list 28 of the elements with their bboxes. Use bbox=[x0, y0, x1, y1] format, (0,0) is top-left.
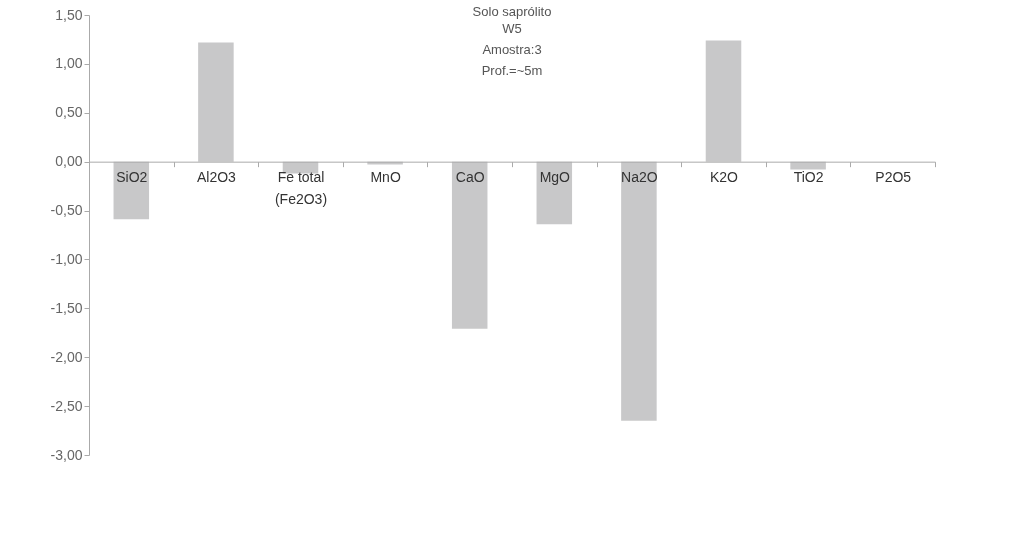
annotation: Prof.=~5m bbox=[481, 63, 543, 78]
annotation: W5 bbox=[502, 21, 522, 36]
bar bbox=[705, 40, 742, 162]
y-tick-label: 0,50 bbox=[55, 104, 83, 121]
bar bbox=[451, 161, 488, 329]
bar bbox=[198, 42, 234, 162]
x-tick-label: Na2O bbox=[621, 169, 658, 186]
x-tick-label: Al2O3 bbox=[196, 169, 237, 186]
x-tick-label: MgO bbox=[539, 169, 571, 186]
x-tick-label: SiO2 bbox=[116, 169, 148, 186]
x-tick-label: K2O bbox=[709, 169, 739, 186]
annotation: Amostra:3 bbox=[482, 42, 542, 57]
x-tick-label: P2O5 bbox=[875, 169, 912, 186]
y-tick-label: -0,50 bbox=[50, 202, 83, 219]
chart-title: Solo saprólito bbox=[472, 4, 552, 19]
y-tick-label: 1,50 bbox=[55, 6, 83, 23]
y-tick-label: -3,00 bbox=[50, 446, 83, 463]
y-tick-label: -2,00 bbox=[50, 348, 83, 365]
x-tick-label: MnO bbox=[370, 169, 401, 186]
y-tick-label: -1,00 bbox=[50, 250, 83, 267]
y-tick-label: 1,00 bbox=[55, 55, 83, 72]
y-tick-label: -2,50 bbox=[50, 397, 83, 414]
x-tick-label: TiO2 bbox=[793, 169, 824, 186]
y-tick-label: 0,00 bbox=[55, 153, 83, 170]
x-tick-label: Fe total (Fe2O3) bbox=[274, 169, 328, 208]
y-tick-label: -1,50 bbox=[50, 299, 83, 316]
bar bbox=[621, 161, 657, 421]
x-tick-label: CaO bbox=[455, 169, 485, 186]
